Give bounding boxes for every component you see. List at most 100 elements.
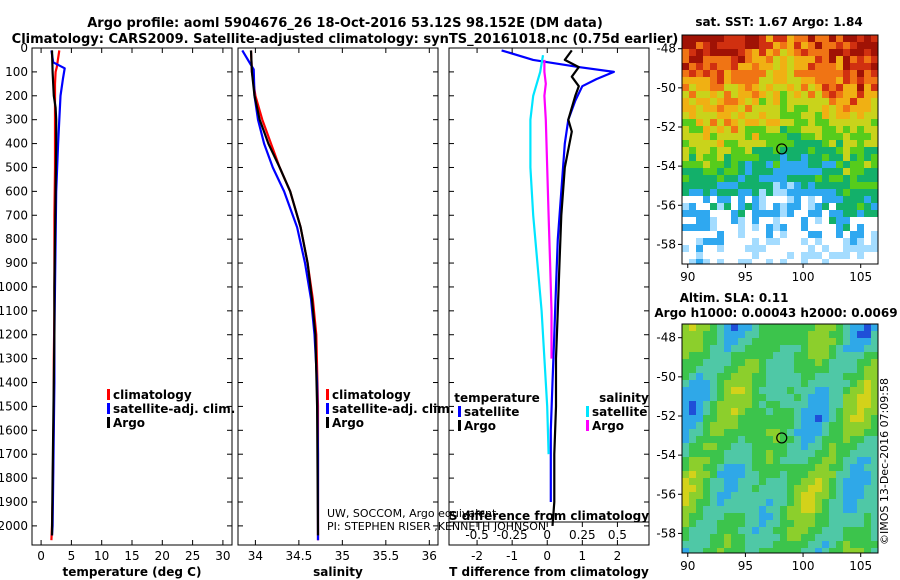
map-cell (731, 77, 739, 85)
map-cell (759, 203, 767, 211)
map-cell (822, 443, 830, 451)
map-cell (808, 373, 816, 381)
map-cell (752, 408, 760, 416)
map-cell (745, 182, 753, 190)
map-cell (759, 429, 767, 437)
map-cell (773, 161, 781, 169)
map-cell (745, 422, 753, 430)
map-cell (745, 457, 753, 465)
map-cell (780, 189, 788, 197)
map-cell (794, 77, 802, 85)
map-cell (696, 189, 704, 197)
map-cell (752, 338, 760, 346)
map-cell (682, 499, 690, 507)
map-cell (682, 548, 690, 554)
map-cell (738, 422, 746, 430)
map-cell (696, 252, 704, 260)
map-cell (710, 224, 718, 232)
map-cell (871, 252, 879, 260)
map-cell (780, 485, 788, 493)
map-cell (717, 366, 725, 374)
map-cell (682, 91, 690, 99)
map-cell (731, 331, 739, 339)
map-cell (871, 91, 879, 99)
map-cell (766, 422, 774, 430)
map-cell (724, 140, 732, 148)
map-cell (836, 168, 844, 176)
map-cell (717, 471, 725, 479)
map-cell (766, 415, 774, 423)
map-cell (787, 42, 795, 50)
map-cell (696, 499, 704, 507)
map-cell (794, 224, 802, 232)
map-cell (864, 527, 872, 535)
map-cell (717, 77, 725, 85)
map-cell (689, 245, 697, 253)
map-cell (815, 338, 823, 346)
map-cell (864, 35, 872, 43)
map-cell (738, 147, 746, 155)
map-cell (864, 245, 872, 253)
map-cell (696, 98, 704, 106)
map-cell (710, 238, 718, 246)
map-cell (787, 499, 795, 507)
map-cell (689, 436, 697, 444)
map-cell (794, 408, 802, 416)
map-cell (836, 231, 844, 239)
map-cell (745, 464, 753, 472)
map-cell (801, 259, 809, 265)
map-cell (696, 436, 704, 444)
map-cell (857, 527, 865, 535)
map-cell (801, 380, 809, 388)
map-cell (857, 401, 865, 409)
map-cell (871, 175, 879, 183)
map-cell (801, 450, 809, 458)
map-cell (703, 478, 711, 486)
map-cell (738, 119, 746, 127)
map-cell (766, 478, 774, 486)
map-cell (808, 457, 816, 465)
map-cell (843, 478, 851, 486)
map-cell (703, 182, 711, 190)
map-cell (689, 548, 697, 554)
map-cell (829, 352, 837, 360)
map-cell (871, 548, 879, 554)
map-cell (717, 520, 725, 528)
map-cell (836, 238, 844, 246)
legend-label: Argo (332, 416, 364, 430)
map-cell (836, 394, 844, 402)
y-tick-label: 1800 (0, 471, 28, 485)
map-cell (787, 436, 795, 444)
map-cell (682, 450, 690, 458)
map-y-tick-label: -58 (656, 237, 676, 251)
map-cell (822, 161, 830, 169)
map-cell (857, 217, 865, 225)
map-cell (696, 112, 704, 120)
map-cell (752, 217, 760, 225)
map-cell (682, 168, 690, 176)
map-cell (787, 534, 795, 542)
map-cell (773, 140, 781, 148)
map-cell (682, 464, 690, 472)
map-cell (682, 380, 690, 388)
map-cell (857, 331, 865, 339)
map-cell (864, 457, 872, 465)
map-cell (801, 478, 809, 486)
map-cell (808, 513, 816, 521)
map-cell (773, 401, 781, 409)
map-cell (745, 506, 753, 514)
map-cell (682, 492, 690, 500)
map-cell (724, 252, 732, 260)
map-cell (843, 196, 851, 204)
map-cell (794, 245, 802, 253)
map-cell (703, 415, 711, 423)
map-cell (801, 443, 809, 451)
map-cell (794, 527, 802, 535)
map-cell (794, 387, 802, 395)
map-cell (738, 499, 746, 507)
map-cell (738, 238, 746, 246)
map-cell (717, 373, 725, 381)
map-cell (766, 352, 774, 360)
map-cell (738, 182, 746, 190)
map-cell (682, 49, 690, 57)
